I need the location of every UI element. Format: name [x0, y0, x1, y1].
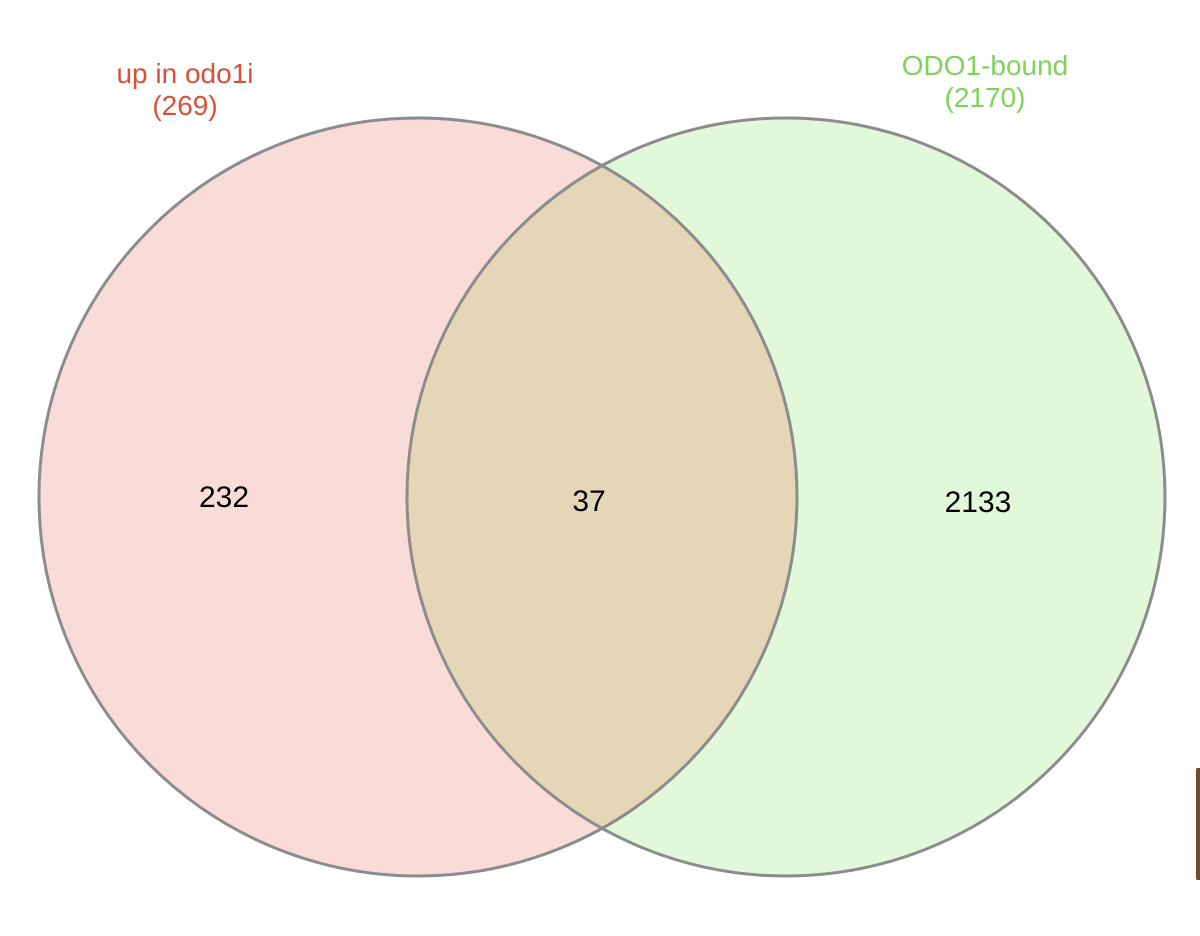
- intersection-region: [407, 118, 797, 876]
- set-name-right: ODO1-bound: [901, 50, 1069, 81]
- set-outline-left: [37, 116, 799, 878]
- set-label-odo1-bound: ODO1-bound (2170): [840, 50, 1130, 114]
- count-intersection: 37: [572, 485, 606, 518]
- set-size-left: (269): [152, 90, 218, 121]
- set-name-left: up in odo1i: [116, 58, 254, 89]
- set-size-right: (2170): [944, 82, 1026, 113]
- set-label-up-in-odo1i: up in odo1i (269): [40, 58, 330, 122]
- count-left-only: 232: [198, 481, 250, 514]
- set-outline-right: [405, 116, 1167, 878]
- window-edge-artifact: [1196, 768, 1200, 880]
- count-right-only: 2133: [944, 486, 1012, 519]
